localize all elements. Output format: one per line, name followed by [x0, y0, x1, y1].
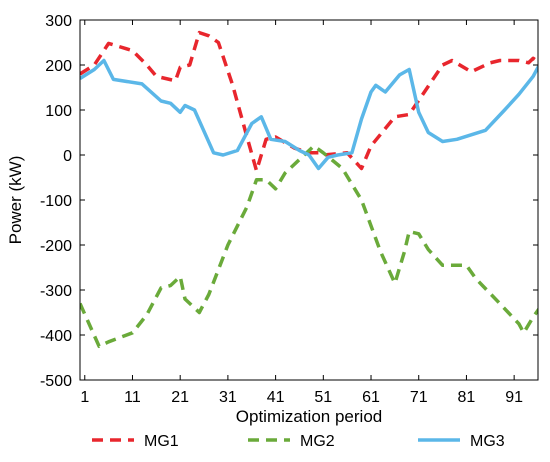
series-line-mg2 — [80, 144, 538, 349]
x-tick-label: 81 — [458, 389, 476, 406]
y-axis-label: Power (kW) — [6, 156, 25, 245]
y-tick-label: -500 — [40, 373, 72, 390]
x-tick-label: 11 — [124, 389, 141, 406]
x-tick-label: 21 — [171, 389, 189, 406]
x-tick-label: 91 — [505, 389, 523, 406]
legend-label-mg3: MG3 — [470, 433, 505, 450]
y-tick-label: -300 — [40, 283, 72, 300]
x-tick-label: 71 — [410, 389, 428, 406]
x-tick-label: 1 — [80, 389, 89, 406]
x-tick-label: 61 — [362, 389, 380, 406]
plot-frame — [79, 19, 539, 381]
y-tick-label: 0 — [63, 148, 72, 165]
y-tick-label: 200 — [45, 58, 72, 75]
legend: MG1 MG2 MG3 — [92, 433, 505, 450]
y-tick-label: 100 — [45, 103, 72, 120]
y-tick-label: -200 — [40, 238, 72, 255]
x-axis-label: Optimization period — [236, 407, 382, 426]
legend-label-mg1: MG1 — [144, 433, 179, 450]
x-tick-label: 31 — [219, 389, 237, 406]
x-tick-label: 41 — [267, 389, 285, 406]
legend-label-mg2: MG2 — [300, 433, 335, 450]
y-tick-label: -100 — [40, 193, 72, 210]
series-layer — [80, 30, 538, 349]
y-tick-label: -400 — [40, 328, 72, 345]
x-tick-label: 51 — [314, 389, 332, 406]
series-line-mg3 — [80, 58, 538, 171]
y-tick-label: 300 — [45, 13, 72, 30]
axes — [79, 19, 539, 381]
